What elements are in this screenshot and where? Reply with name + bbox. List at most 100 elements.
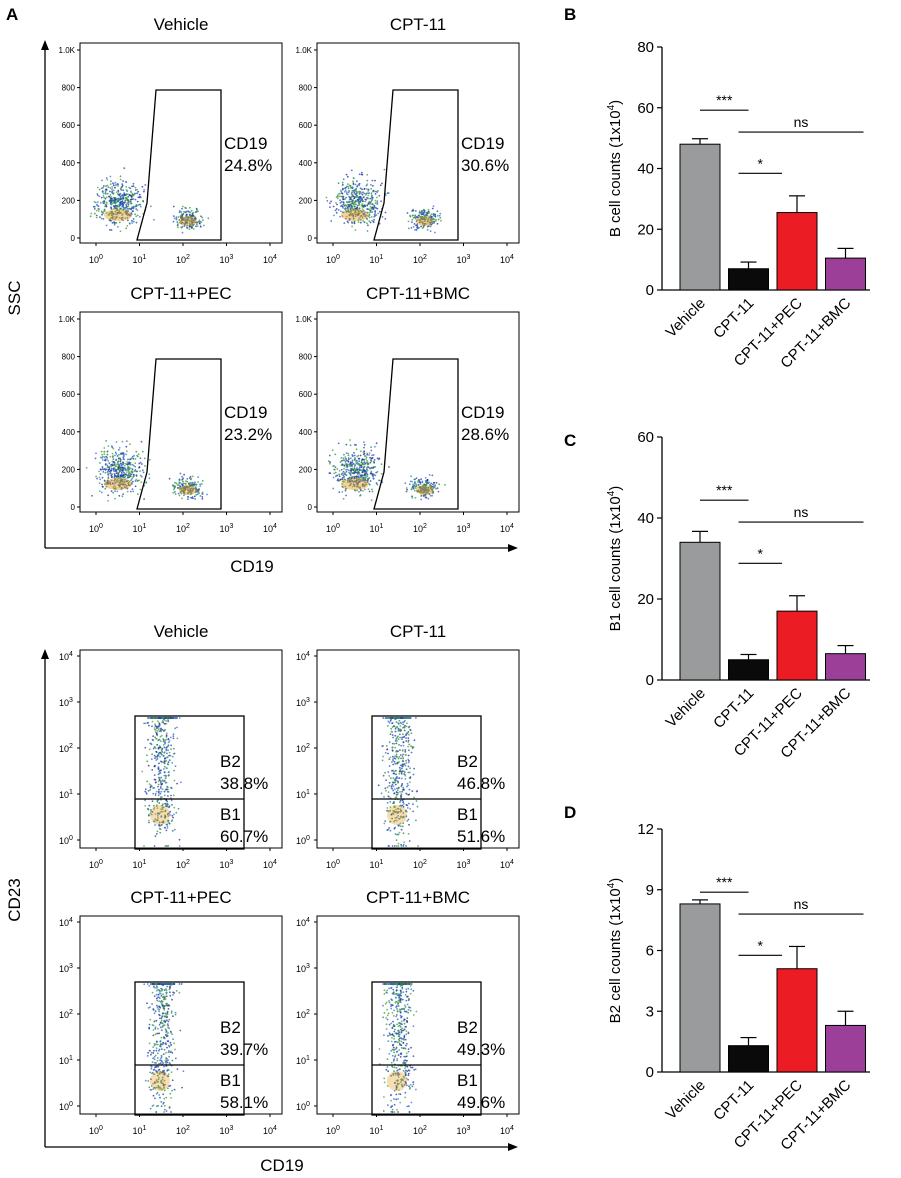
cd23-dot [165,720,167,722]
cd23-dot [400,1016,402,1019]
cd23-dot [412,1025,415,1028]
cd23-dot [171,814,174,817]
ssc-dot [344,187,346,190]
ssc-x-tick-exponent: 3 [230,523,234,530]
ssc-dot [110,206,112,209]
ssc-dot [117,226,119,228]
cd23-dot [398,1035,401,1037]
cd23-dot [154,781,157,784]
cd23-dot [167,1024,170,1027]
ssc-dot [342,459,344,462]
cd23-dot [162,1022,164,1025]
cd23-dot [399,1014,402,1017]
ssc-dot [104,189,107,192]
ssc-dot [128,207,131,210]
ssc-dot [436,210,439,213]
cd23-dot [152,792,155,795]
cd23-dot [163,1104,166,1107]
cd23-dot [153,1049,155,1052]
cd23-dot [166,717,169,719]
cd23-dot [174,1013,177,1016]
cd23-dot [405,754,407,756]
ssc-dot [336,195,339,197]
cd23-y-tick-exponent: 0 [69,835,73,842]
cd23-dot [390,1050,393,1052]
cd23-dot [402,753,404,756]
ssc-x-tick-base: 10 [326,524,336,534]
ssc-dot [174,493,177,495]
cd23-dot [155,1066,158,1068]
ssc-dot [105,468,108,470]
ssc-dot [106,466,109,468]
ssc-dot [335,208,338,210]
cd23-dot [163,1097,166,1100]
ssc-dot [127,470,130,473]
cd23-dot [155,790,158,793]
cd23-dot [382,1016,384,1019]
ssc-dot [351,221,353,224]
ssc-dot [373,206,376,209]
ssc-plot-title: Vehicle [154,15,209,34]
cd23-dot [166,1023,169,1026]
cd23-dot [151,717,154,719]
cd23-dot [154,792,157,795]
cd23-dot [391,1108,394,1111]
cd23-dot [401,770,404,773]
cd23-dot [156,830,159,833]
ssc-dot [407,227,410,230]
ssc-dot [129,462,132,464]
ssc-dot [109,472,112,475]
ssc-dot [358,198,361,201]
ssc-dot [127,205,130,208]
ssc-dot [123,473,126,476]
cd23-dot [387,1012,390,1015]
cd23-x-tick-label-exponent: 1 [143,1125,147,1132]
cd23-dot [147,813,150,816]
ssc-dot [344,456,347,458]
cd23-dot [155,759,158,761]
ssc-x-tick-base: 10 [220,524,230,534]
ssc-dot [341,192,344,195]
cd23-dot [382,755,384,758]
ssc-x-tick-label: 104 [263,254,277,265]
cd23-dot [405,990,408,993]
ssc-dot [346,220,349,223]
ssc-dot [360,197,363,200]
cd23-dot [146,983,149,985]
cd23-x-tick-label-exponent: 2 [423,859,427,866]
ssc-dot [369,197,372,200]
ssc-dot [178,219,181,221]
cd23-dot [409,767,411,770]
ssc-dot [114,454,116,457]
cd23-dot [400,757,402,760]
ssc-dot [104,459,106,462]
ssc-dot [341,195,344,198]
cd23-x-tick-label-exponent: 3 [467,1125,471,1132]
cd23-dot [169,1030,172,1033]
ssc-dot [181,475,183,478]
cd23-dot [399,1011,402,1014]
cd23-dot [165,732,168,735]
cd23-dot [383,1096,385,1098]
ssc-dot [201,216,204,219]
ssc-dot [112,199,115,202]
ssc-dot [99,473,102,475]
ssc-dot [431,207,434,210]
b2-gate-value: 46.8% [457,774,505,793]
ssc-dot [139,457,142,459]
cd23-dot [410,1066,412,1069]
ssc-dot [359,187,362,190]
ssc-dot [363,192,366,195]
cd23-dot [398,766,401,769]
ssc-dot [344,472,346,474]
ssc-dot [141,469,144,472]
ssc-dot [173,487,176,489]
ssc-dot [187,498,189,500]
ssc-dot [175,216,178,219]
ssc-dot [109,183,112,186]
ssc-dot [120,464,123,467]
cd23-dot [166,983,168,985]
cd23-dot [164,1108,166,1111]
ssc-dot [134,213,137,216]
ssc-x-tick-base: 10 [220,255,230,265]
